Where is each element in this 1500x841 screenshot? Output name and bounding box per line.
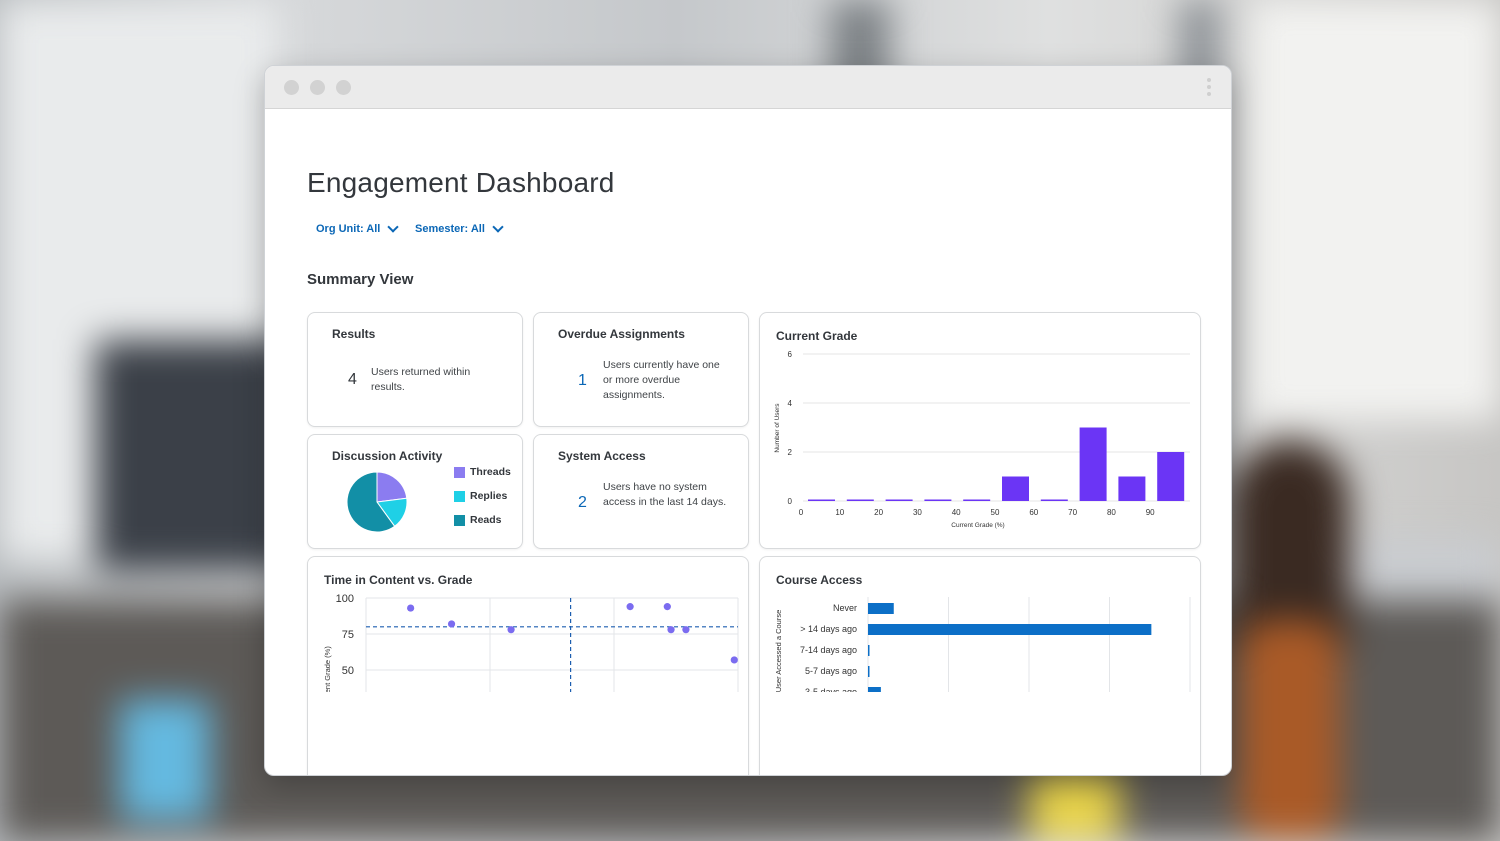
- pie-slice-threads: [376, 471, 408, 503]
- scatter-point: [626, 603, 634, 611]
- course-access-chart: Never > 14 days ago 7-14 days ago 5-7 days …: [774, 597, 1191, 692]
- time-vs-grade-chart: 100 75 50 Current Grade (%): [323, 593, 739, 692]
- bar: [924, 499, 952, 501]
- results-description: Users returned within results.: [371, 366, 471, 393]
- reads-swatch: [454, 514, 465, 526]
- y-tick-label: 2: [788, 448, 793, 457]
- window-titlebar: [265, 66, 1231, 109]
- bar: [885, 499, 913, 501]
- card-title: Current Grade: [776, 329, 858, 343]
- more-options-icon[interactable]: [1207, 78, 1211, 99]
- bar: [1040, 499, 1068, 501]
- system-access-card[interactable]: System Access 2 Users have no system acc…: [533, 434, 749, 549]
- y-tick-label: 6: [788, 350, 793, 359]
- card-title: Discussion Activity: [332, 449, 443, 463]
- x-tick-label: 90: [1146, 508, 1155, 517]
- x-tick-label: 60: [1029, 508, 1038, 517]
- discussion-activity-card[interactable]: Discussion Activity Threads Replies Read…: [307, 434, 523, 549]
- window-minimize-dot[interactable]: [310, 80, 325, 95]
- category-label: 7-14 days ago: [800, 645, 857, 655]
- discussion-pie-chart: [346, 471, 408, 533]
- y-tick-label: 0: [788, 497, 793, 506]
- pie-slice-reads: [346, 471, 396, 533]
- course-access-card[interactable]: Course Access Never > 14 days ago 7-14 day…: [759, 556, 1201, 775]
- legend-label: Replies: [470, 490, 508, 502]
- semester-filter-label: Semester: All: [415, 223, 485, 235]
- bar: [868, 666, 870, 677]
- legend-label: Reads: [470, 514, 502, 526]
- x-tick-label: 80: [1107, 508, 1116, 517]
- bar: [868, 645, 870, 656]
- semester-filter[interactable]: Semester: All: [415, 221, 504, 235]
- system-access-description: Users have no system access in the last …: [603, 481, 727, 508]
- bar: [846, 499, 874, 501]
- legend-replies: Replies: [454, 490, 507, 502]
- chevron-down-icon: [492, 221, 504, 233]
- scatter-point: [447, 620, 456, 628]
- system-access-count: 2: [578, 494, 587, 511]
- y-tick-label: 50: [342, 665, 354, 677]
- browser-window: Engagement Dashboard Org Unit: All Semes…: [264, 65, 1232, 776]
- y-axis-label: User Accessed a Course: [774, 610, 783, 692]
- bar: [1118, 476, 1146, 501]
- category-label: 5-7 days ago: [805, 666, 857, 676]
- y-tick-label: 75: [342, 629, 354, 641]
- card-title: Course Access: [776, 573, 863, 587]
- bar: [963, 499, 991, 501]
- card-title: Results: [332, 327, 376, 341]
- scatter-point: [730, 656, 738, 664]
- scatter-point: [407, 604, 415, 612]
- x-tick-label: 30: [913, 508, 922, 517]
- org-unit-filter[interactable]: Org Unit: All: [316, 221, 400, 235]
- window-close-dot[interactable]: [284, 80, 299, 95]
- window-maximize-dot[interactable]: [336, 80, 351, 95]
- x-axis-label: Current Grade (%): [951, 522, 1004, 529]
- time-vs-grade-card[interactable]: Time in Content vs. Grade 100 75 50 Current…: [307, 556, 749, 775]
- scatter-point: [667, 626, 675, 634]
- y-tick-label: 100: [336, 593, 354, 605]
- category-label: 3-5 days ago: [805, 687, 857, 692]
- bar: [868, 624, 1152, 635]
- current-grade-card[interactable]: Current Grade 0 2 4 6 0 10 20 30 40 50 60 70 80 90 Cur…: [759, 312, 1201, 549]
- bar: [868, 603, 894, 614]
- bar: [1157, 452, 1185, 501]
- x-tick-label: 50: [991, 508, 1000, 517]
- replies-swatch: [454, 490, 465, 502]
- scatter-point: [663, 603, 671, 611]
- threads-swatch: [454, 466, 465, 478]
- section-title: Summary View: [307, 271, 414, 288]
- legend-label: Threads: [470, 466, 511, 478]
- x-tick-label: 20: [874, 508, 883, 517]
- org-unit-filter-label: Org Unit: All: [316, 223, 381, 235]
- overdue-count: 1: [578, 372, 587, 389]
- x-tick-label: 70: [1068, 508, 1077, 517]
- overdue-description: Users currently have one or more overdue…: [603, 359, 720, 401]
- results-count: 4: [348, 371, 357, 388]
- category-label: > 14 days ago: [800, 624, 857, 634]
- y-axis-label: Number of Users: [774, 403, 781, 453]
- y-axis-label: Current Grade (%): [323, 646, 332, 692]
- chevron-down-icon: [387, 221, 400, 233]
- bar: [1079, 427, 1107, 501]
- card-title: System Access: [558, 449, 646, 463]
- bar: [808, 499, 835, 501]
- category-label: Never: [833, 603, 857, 613]
- x-tick-label: 10: [835, 508, 844, 517]
- bar: [1002, 476, 1029, 501]
- page-title: Engagement Dashboard: [307, 167, 615, 198]
- scatter-point: [682, 626, 690, 634]
- x-tick-label: 40: [952, 508, 961, 517]
- y-tick-label: 4: [788, 399, 793, 408]
- bar: [868, 687, 881, 692]
- results-card[interactable]: Results 4 Users returned within results.: [307, 312, 523, 427]
- legend-threads: Threads: [454, 466, 511, 478]
- scatter-point: [507, 626, 515, 634]
- card-title: Overdue Assignments: [558, 327, 685, 341]
- legend-reads: Reads: [454, 514, 502, 526]
- card-title: Time in Content vs. Grade: [324, 573, 473, 587]
- overdue-assignments-card[interactable]: Overdue Assignments 1 Users currently ha…: [533, 312, 749, 427]
- x-tick-label: 0: [799, 508, 804, 517]
